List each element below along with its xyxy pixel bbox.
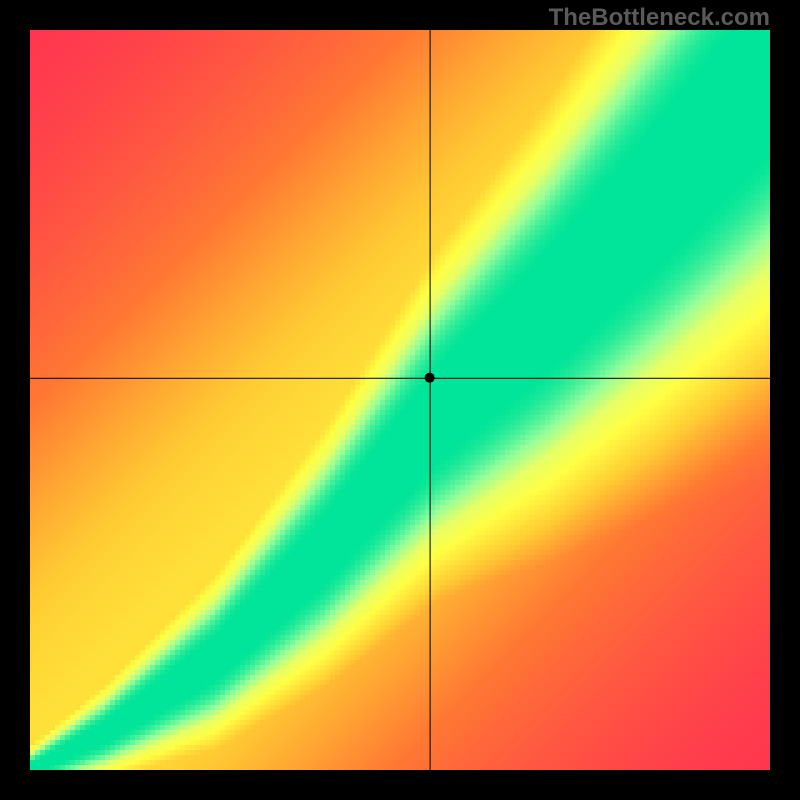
crosshair-overlay xyxy=(30,30,770,770)
watermark-text: TheBottleneck.com xyxy=(549,4,770,32)
